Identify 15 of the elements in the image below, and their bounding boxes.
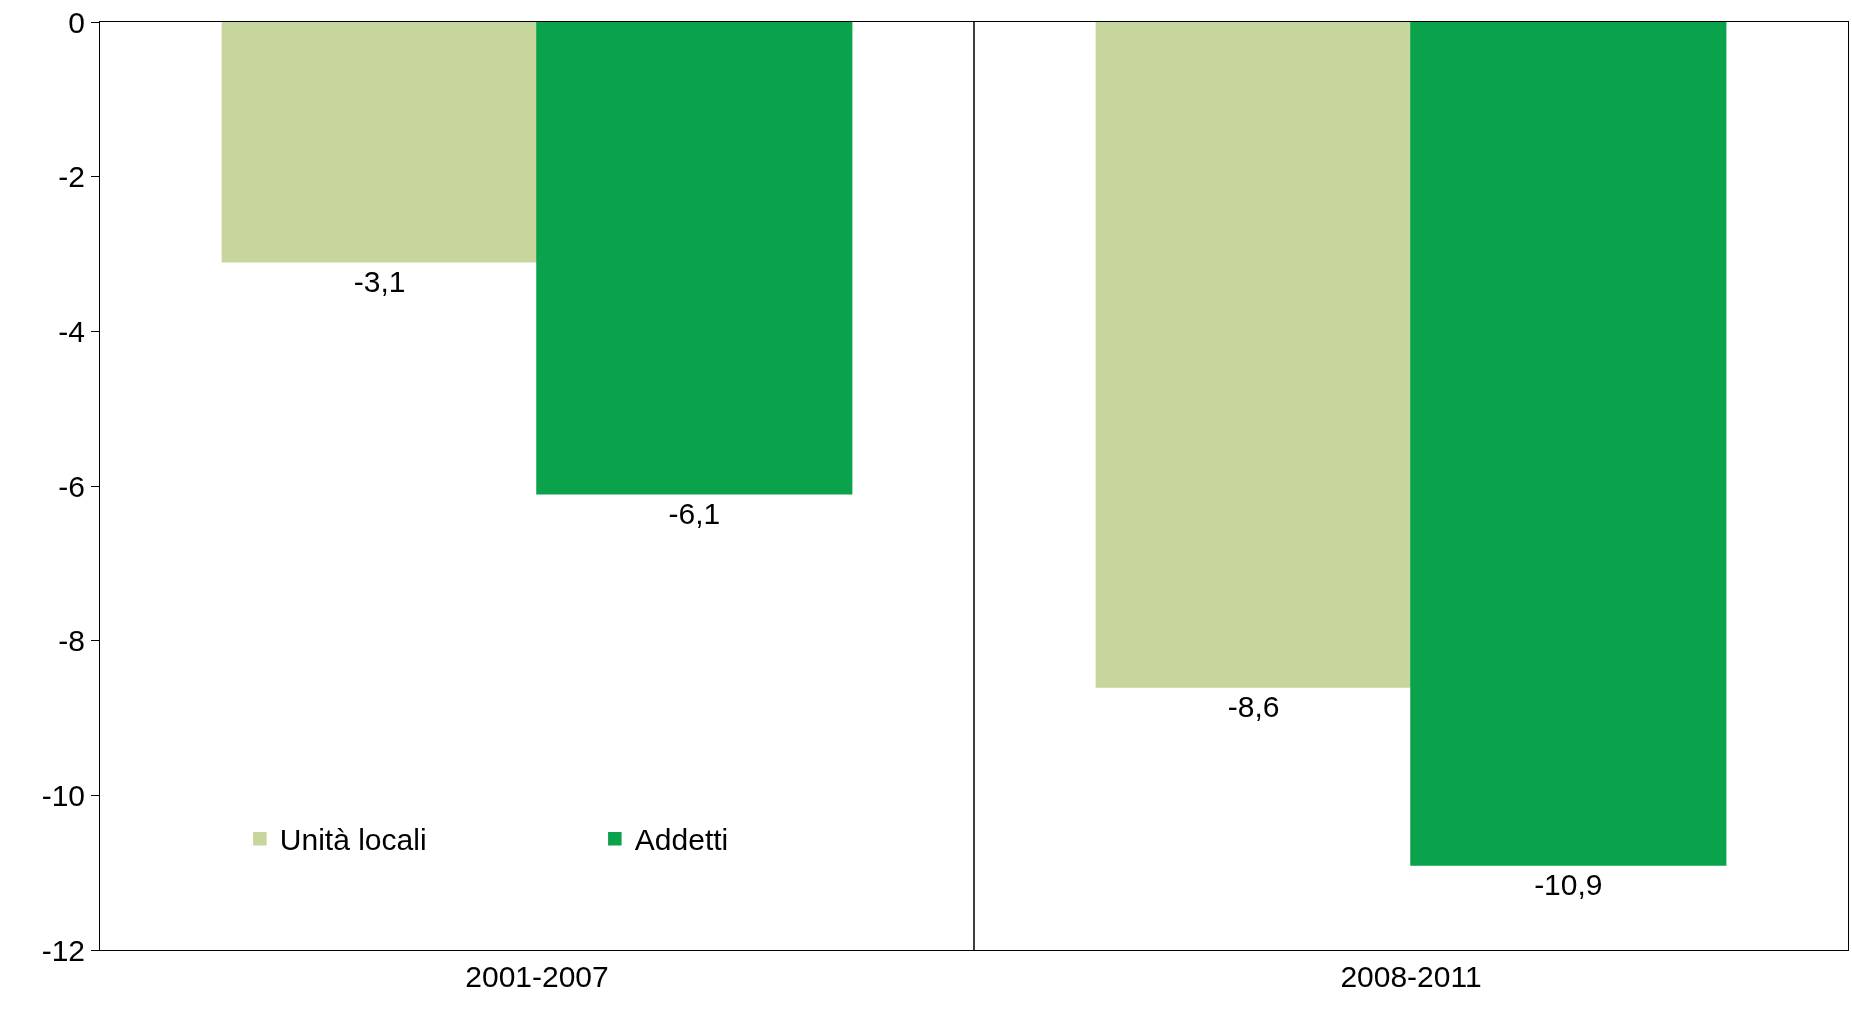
text: -3,1 [353, 264, 406, 298]
legend-label: Addetti [634, 823, 729, 857]
text: -8,6 [1227, 690, 1280, 724]
text: -10,9 [1534, 867, 1603, 901]
y-tick-label: -6 [58, 469, 85, 503]
x-tick-label: 2008-2011 [1340, 960, 1482, 993]
y-tick-label: -4 [58, 314, 85, 348]
y-tick-label: -12 [41, 933, 85, 967]
legend-label: Unità locali [279, 823, 427, 857]
y-tick-label: 0 [68, 5, 85, 39]
y-tick-label: -2 [58, 160, 85, 194]
x-tick-label: 2001-2007 [465, 960, 609, 993]
y-tick-label: -8 [58, 624, 85, 658]
text: -6,1 [668, 496, 721, 530]
y-tick-label: -10 [41, 778, 85, 812]
